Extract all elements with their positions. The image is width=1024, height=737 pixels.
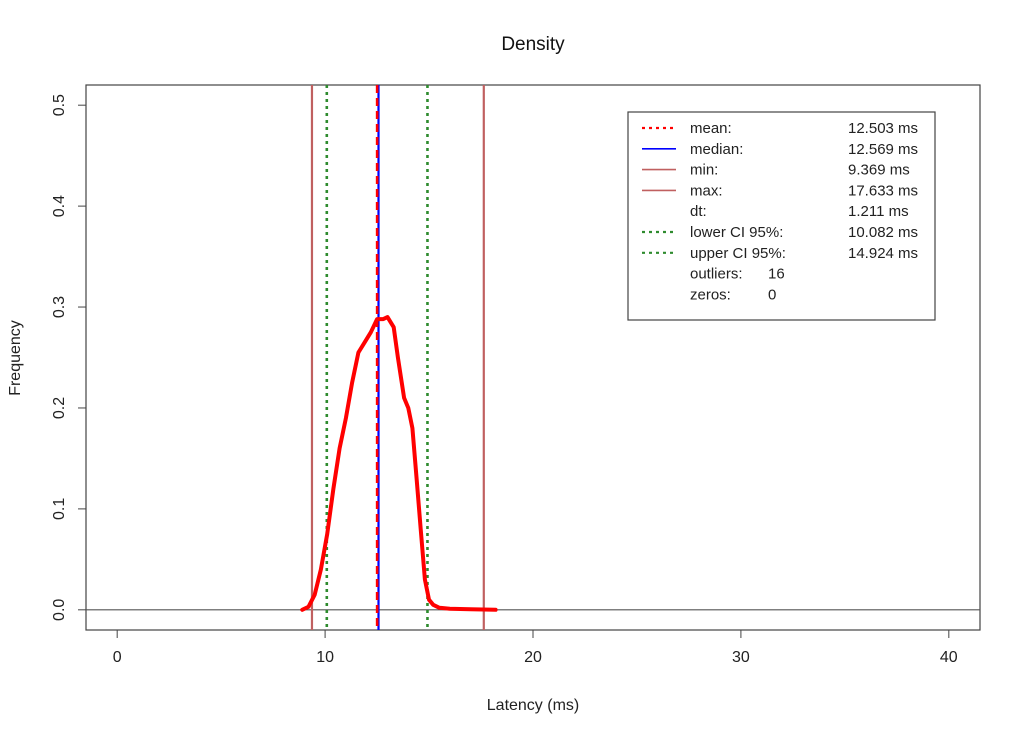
y-tick-label: 0.1	[51, 498, 68, 520]
x-tick-label: 20	[524, 649, 542, 666]
plot-area: 0 10 20 30 40 0.0 0.1 0.2 0.3 0.4 0.5	[51, 84, 981, 666]
legend-label: lower CI 95%:	[690, 224, 783, 241]
legend-value: 0	[768, 286, 776, 303]
y-tick-label: 0.5	[51, 94, 68, 116]
legend-value: 16	[768, 266, 785, 283]
legend-value: 10.082 ms	[848, 224, 918, 241]
y-tick-label: 0.3	[51, 296, 68, 318]
chart-title: Density	[501, 34, 565, 55]
legend-label: zeros:	[690, 286, 731, 303]
y-tick-label: 0.0	[51, 599, 68, 621]
legend-value: 9.369 ms	[848, 162, 910, 179]
legend-label: outliers:	[690, 266, 743, 283]
legend-label: mean:	[690, 120, 732, 137]
x-tick-label: 0	[113, 649, 122, 666]
y-axis-label: Frequency	[7, 320, 24, 396]
legend-label: upper CI 95%:	[690, 245, 786, 262]
x-tick-label: 40	[940, 649, 958, 666]
legend-label: max:	[690, 182, 723, 199]
x-tick-label: 10	[316, 649, 334, 666]
legend-value: 14.924 ms	[848, 245, 918, 262]
legend-box	[627, 111, 936, 321]
x-tick-label: 30	[732, 649, 750, 666]
density-curve	[300, 315, 498, 612]
y-tick-label: 0.4	[51, 195, 68, 217]
legend-value: 12.503 ms	[848, 120, 918, 137]
legend-label: dt:	[690, 203, 707, 220]
legend-label: median:	[690, 141, 743, 158]
legend-value: 12.569 ms	[848, 141, 918, 158]
legend-value: 17.633 ms	[848, 182, 918, 199]
legend-value: 1.211 ms	[848, 203, 909, 220]
legend: mean: 12.503 ms median: 12.569 ms min: 9.369 …	[627, 111, 936, 321]
x-axis-label: Latency (ms)	[487, 697, 579, 714]
y-tick-label: 0.2	[51, 397, 68, 419]
legend-label: min:	[690, 162, 718, 179]
